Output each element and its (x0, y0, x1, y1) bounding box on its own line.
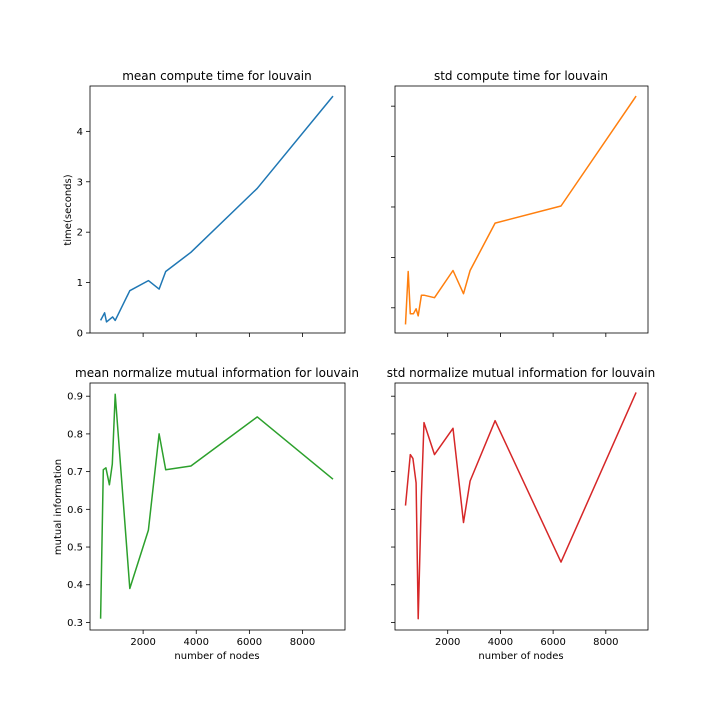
series-line (99, 393, 334, 619)
x-tick-label: 6000 (540, 637, 565, 648)
subplot-mean-nmi: mean normalize mutual information for lo… (53, 366, 359, 662)
series-line (99, 95, 334, 323)
y-tick-label: 0.8 (67, 429, 83, 440)
y-axis-label: mutual information (53, 459, 64, 555)
x-tick-label: 8000 (593, 637, 618, 648)
subplot-title: std compute time for louvain (434, 69, 608, 83)
series-line (404, 95, 637, 325)
series-line (404, 392, 637, 620)
subplot-title: mean compute time for louvain (122, 69, 312, 83)
y-tick-label: 0.4 (67, 580, 83, 591)
y-tick-label: 0.6 (67, 505, 83, 516)
axes-frame (394, 382, 649, 631)
y-tick-label: 0.7 (67, 467, 83, 478)
y-tick-label: 0.3 (67, 618, 83, 629)
x-axis-label: number of nodes (478, 651, 563, 662)
axes-frame (89, 85, 346, 334)
x-tick-label: 4000 (184, 637, 209, 648)
y-tick-label: 0.5 (67, 543, 83, 554)
subplot-title: mean normalize mutual information for lo… (75, 366, 359, 380)
subplot-mean-compute-time: mean compute time for louvain time(secon… (63, 69, 346, 340)
x-axis-label: number of nodes (174, 651, 259, 662)
y-tick-label: 1 (77, 278, 83, 289)
y-tick-label: 2 (77, 228, 83, 239)
x-tick-label: 2000 (130, 637, 155, 648)
axes-frame (394, 85, 649, 334)
y-tick-label: 4 (77, 127, 83, 138)
subplot-std-compute-time: std compute time for louvain (391, 69, 649, 337)
subplot-title: std normalize mutual information for lou… (387, 366, 655, 380)
x-tick-label: 2000 (435, 637, 460, 648)
y-tick-label: 0.9 (67, 392, 83, 403)
y-axis-label: time(seconds) (63, 174, 74, 245)
subplot-std-nmi: std normalize mutual information for lou… (387, 366, 655, 662)
y-tick-label: 0 (77, 329, 83, 340)
y-tick-label: 3 (77, 177, 83, 188)
axes-frame (89, 382, 346, 631)
x-tick-label: 4000 (488, 637, 513, 648)
x-tick-label: 6000 (237, 637, 262, 648)
x-tick-label: 8000 (290, 637, 315, 648)
